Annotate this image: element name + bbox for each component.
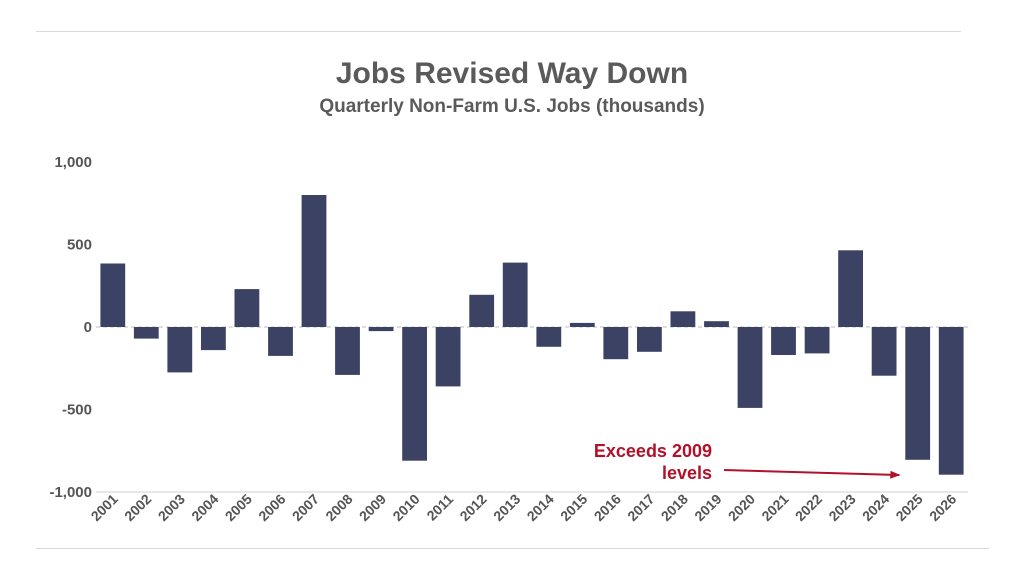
y-tick-label: -500: [62, 402, 92, 419]
x-tick-label: 2022: [792, 491, 825, 524]
bar-2012: [469, 294, 495, 327]
axes-layer: [96, 326, 968, 493]
x-tick-label: 2026: [926, 491, 959, 524]
x-tick-label: 2009: [356, 491, 389, 524]
bar-2004: [201, 327, 226, 351]
bar-2026: [938, 327, 964, 475]
bar-2014: [536, 327, 562, 347]
bar-2011: [435, 327, 461, 387]
bar-2020: [737, 327, 763, 408]
x-tick-label: 2007: [289, 491, 322, 524]
x-tick-label: 2018: [658, 491, 691, 524]
annotation-arrow: [723, 469, 901, 479]
bar-2005: [234, 289, 260, 327]
bar-2013: [502, 262, 528, 327]
x-tick-label: 2014: [524, 491, 557, 524]
bar-2025: [905, 327, 931, 460]
y-tick-label: 1,000: [54, 154, 92, 171]
x-tick-label: 2017: [624, 491, 657, 524]
bar-2021: [771, 327, 796, 355]
x-tick-label: 2010: [389, 491, 422, 524]
bar-2016: [603, 327, 629, 360]
x-tick-label: 2004: [188, 491, 221, 524]
bar-2022: [804, 327, 830, 354]
bar-2015: [569, 322, 595, 327]
bottom-divider: [36, 548, 989, 549]
annotation-text: Exceeds 2009: [594, 441, 712, 461]
x-tick-label: 2019: [691, 491, 724, 524]
top-divider: [36, 31, 961, 32]
x-tick-label: 2025: [892, 491, 925, 524]
bar-2019: [704, 321, 729, 327]
chart-title: Jobs Revised Way Down: [335, 57, 689, 90]
bar-2001: [100, 263, 126, 327]
x-tick-label: 2013: [490, 491, 523, 524]
x-tick-label: 2023: [825, 491, 858, 524]
bars-layer: [100, 195, 964, 475]
x-tick-label: 2005: [222, 491, 255, 524]
x-tick-label: 2006: [255, 491, 288, 524]
x-tick-label: 2001: [88, 491, 121, 524]
chart-subtitle: Quarterly Non-Farm U.S. Jobs (thousands): [319, 96, 705, 117]
x-tick-label: 2003: [155, 491, 188, 524]
x-tick-label: 2021: [758, 491, 791, 524]
x-tick-label: 2015: [557, 491, 590, 524]
y-tick-label: 0: [84, 319, 92, 336]
x-tick-label: 2012: [456, 491, 489, 524]
bar-2024: [871, 327, 897, 376]
y-tick-label: -1,000: [49, 484, 92, 501]
x-tick-label: 2002: [121, 491, 154, 524]
y-tick-label: 500: [67, 237, 92, 254]
bar-2007: [301, 195, 327, 327]
bar-2018: [670, 311, 696, 327]
annotation-text: levels: [662, 463, 712, 483]
bar-2023: [838, 250, 863, 327]
bar-2006: [268, 327, 293, 356]
x-tick-label: 2024: [859, 491, 892, 524]
bar-2003: [167, 327, 193, 373]
bar-2017: [637, 327, 662, 352]
x-tick-label: 2020: [725, 491, 758, 524]
bar-2002: [133, 327, 159, 339]
bar-2008: [335, 327, 360, 375]
x-tick-label: 2016: [591, 491, 624, 524]
bar-2009: [368, 327, 394, 332]
x-tick-label: 2008: [322, 491, 355, 524]
bar-2010: [402, 327, 427, 461]
x-tick-label: 2011: [423, 491, 456, 524]
